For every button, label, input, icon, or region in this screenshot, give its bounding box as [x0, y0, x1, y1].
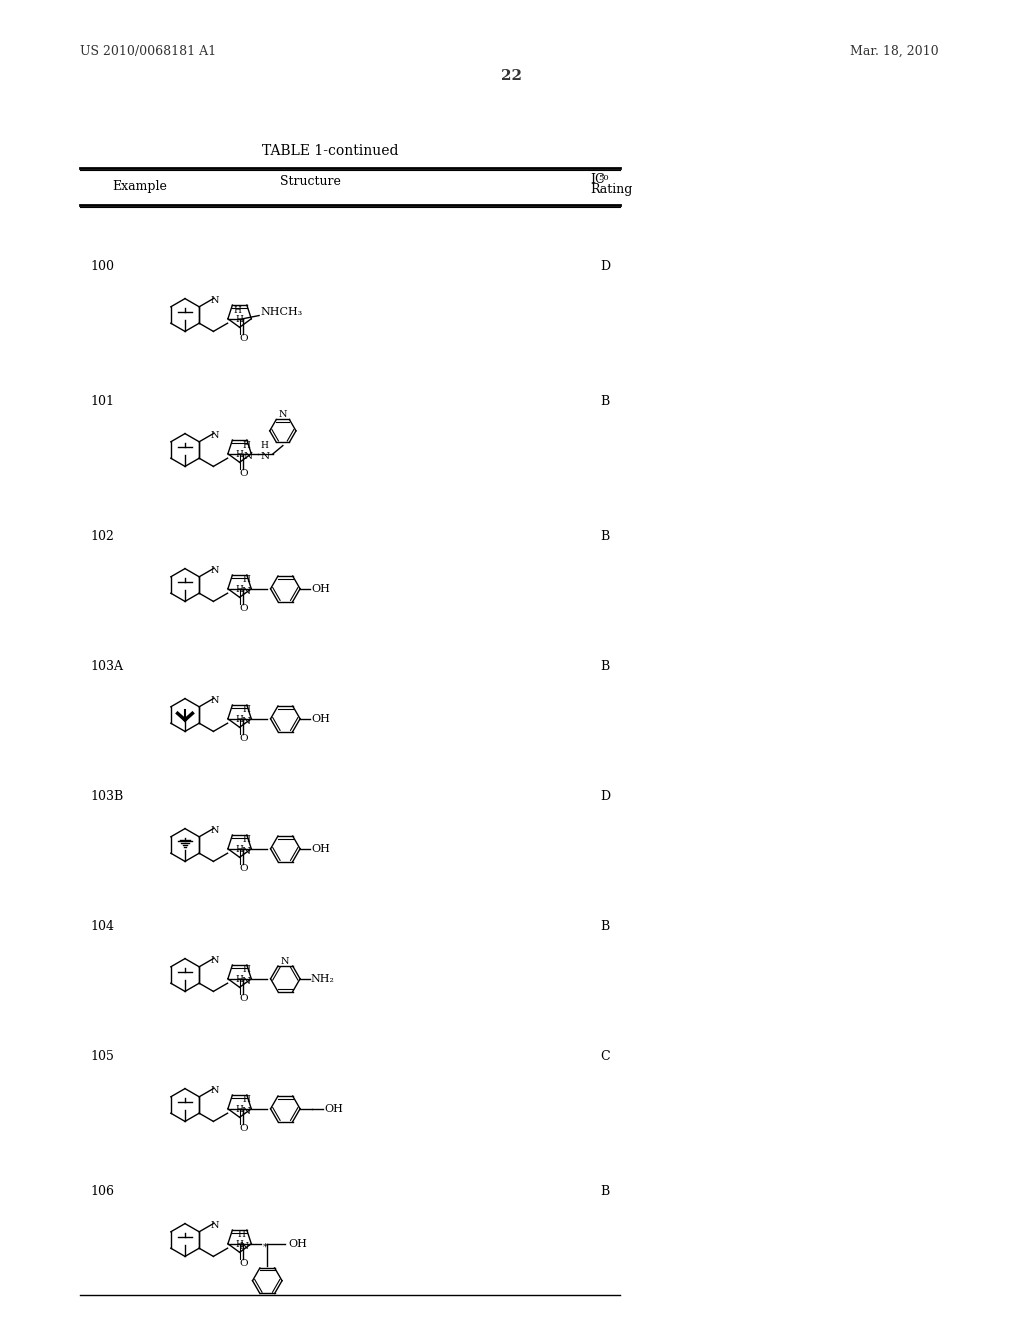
Text: 100: 100	[90, 260, 114, 273]
Text: 105: 105	[90, 1049, 114, 1063]
Text: 22: 22	[502, 69, 522, 83]
Text: N: N	[279, 411, 287, 420]
Text: Mar. 18, 2010: Mar. 18, 2010	[850, 45, 939, 58]
Text: N: N	[210, 956, 218, 965]
Text: Example: Example	[112, 180, 167, 193]
Text: H: H	[243, 576, 251, 585]
Text: O: O	[240, 865, 248, 873]
Text: 102: 102	[90, 531, 114, 543]
Text: O: O	[240, 1125, 248, 1133]
Text: H: H	[238, 1230, 245, 1239]
Text: 103B: 103B	[90, 789, 123, 803]
Text: TABLE 1-continued: TABLE 1-continued	[262, 144, 398, 158]
Text: H: H	[236, 314, 244, 323]
Text: B: B	[600, 531, 609, 543]
Text: N: N	[242, 587, 251, 595]
Text: IC: IC	[590, 173, 604, 186]
Text: NH₂: NH₂	[310, 974, 335, 983]
Text: N: N	[281, 957, 290, 965]
Text: B: B	[600, 395, 609, 408]
Text: B: B	[600, 1185, 609, 1199]
Text: O: O	[240, 1259, 248, 1269]
Text: 106: 106	[90, 1185, 114, 1199]
Text: N: N	[240, 1242, 249, 1251]
Text: B: B	[600, 920, 609, 933]
Text: N: N	[242, 846, 251, 855]
Text: O: O	[240, 605, 248, 612]
Text: N: N	[210, 1086, 218, 1096]
Text: 50: 50	[598, 174, 608, 182]
Text: N: N	[210, 566, 218, 576]
Text: H: H	[243, 836, 251, 845]
Text: *: *	[263, 1242, 268, 1251]
Text: H: H	[236, 585, 244, 594]
Text: N: N	[210, 696, 218, 705]
Text: OH: OH	[311, 843, 331, 854]
Text: H: H	[243, 965, 251, 974]
Text: OH: OH	[311, 583, 331, 594]
Text: H: H	[243, 1096, 251, 1105]
Text: H: H	[261, 441, 268, 450]
Text: O: O	[240, 469, 248, 478]
Text: H: H	[236, 1239, 244, 1249]
Text: D: D	[600, 789, 610, 803]
Text: H: H	[243, 441, 251, 450]
Text: N: N	[244, 451, 252, 461]
Text: D: D	[600, 260, 610, 273]
Text: N: N	[210, 432, 218, 440]
Text: H: H	[236, 714, 244, 723]
Text: O: O	[240, 334, 248, 343]
Text: OH: OH	[289, 1238, 307, 1249]
Text: H: H	[233, 306, 242, 315]
Text: Structure: Structure	[280, 176, 340, 187]
Text: 103A: 103A	[90, 660, 123, 673]
Text: NHCH₃: NHCH₃	[261, 308, 303, 317]
Text: N: N	[242, 977, 251, 986]
Text: H: H	[236, 974, 244, 983]
Text: B: B	[600, 660, 609, 673]
Text: N: N	[260, 451, 269, 461]
Text: N: N	[242, 717, 251, 726]
Text: C: C	[600, 1049, 609, 1063]
Text: H: H	[243, 705, 251, 714]
Text: N: N	[210, 296, 218, 305]
Text: US 2010/0068181 A1: US 2010/0068181 A1	[80, 45, 216, 58]
Text: N: N	[210, 826, 218, 836]
Text: O: O	[240, 734, 248, 743]
Text: O: O	[240, 994, 248, 1003]
Text: N: N	[210, 1221, 218, 1230]
Text: H: H	[236, 1105, 244, 1114]
Text: 104: 104	[90, 920, 114, 933]
Text: 101: 101	[90, 395, 114, 408]
Text: OH: OH	[325, 1104, 343, 1114]
Text: H: H	[236, 450, 244, 458]
Text: N: N	[242, 1106, 251, 1115]
Text: Rating: Rating	[590, 183, 633, 195]
Text: H: H	[236, 845, 244, 854]
Text: OH: OH	[311, 714, 331, 723]
